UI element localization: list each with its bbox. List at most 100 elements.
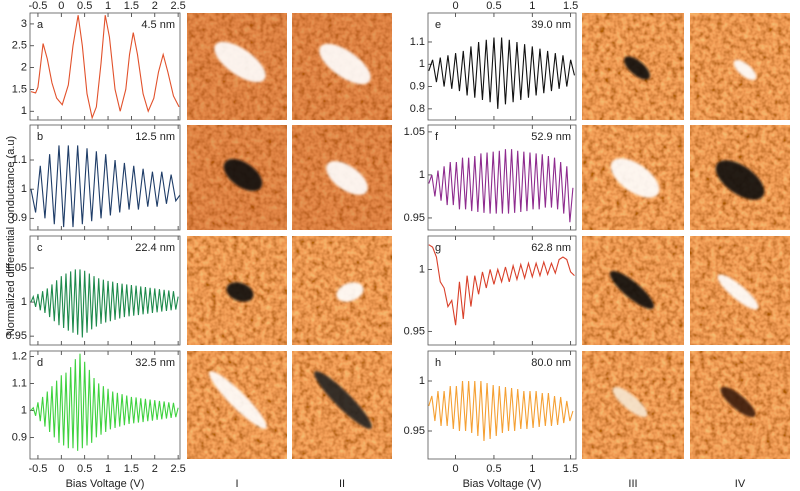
plot-frame xyxy=(29,12,181,121)
x-tick-label: 1 xyxy=(105,0,111,12)
y-tick-label: 3 xyxy=(21,18,27,30)
stm-feature xyxy=(609,270,655,310)
stm-feature xyxy=(717,274,759,310)
panel-annotation: 52.9 nm xyxy=(531,131,571,143)
y-tick-label: 0.95 xyxy=(404,425,425,437)
y-tick-label: 1 xyxy=(21,296,27,308)
data-line xyxy=(30,15,180,120)
plot-background xyxy=(30,13,180,120)
x-tick-label: 1 xyxy=(529,0,535,12)
plot-frame xyxy=(29,124,181,231)
x-tick-label: 2 xyxy=(152,463,158,475)
x-tick-label: 1 xyxy=(105,463,111,475)
y-tick-label: 1.5 xyxy=(12,83,27,95)
y-tick-label: 2.5 xyxy=(12,40,27,52)
x-tick-label: 0 xyxy=(453,0,459,12)
panel-letter: e xyxy=(435,19,441,31)
y-tick-label: 1 xyxy=(419,58,425,70)
x-tick-label: 1.5 xyxy=(563,463,578,475)
panel-letter: g xyxy=(435,242,441,254)
plot-background xyxy=(428,13,576,120)
y-tick-label: 1.05 xyxy=(6,262,27,274)
stm-feature xyxy=(623,56,651,80)
y-tick-label: 1.05 xyxy=(404,126,425,138)
stm-feature xyxy=(226,282,254,302)
y-tick-label: 0.9 xyxy=(12,431,27,443)
plot-frame xyxy=(29,235,181,346)
x-tick-label: -0.5 xyxy=(28,0,47,12)
y-tick-label: 1 xyxy=(419,263,425,275)
y-tick-label: 0.95 xyxy=(6,330,27,342)
x-tick-label: 0 xyxy=(453,463,459,475)
y-tick-label: 0.95 xyxy=(404,325,425,337)
stm-feature xyxy=(336,282,364,302)
panel-annotation: 12.5 nm xyxy=(135,131,175,143)
x-tick-label: 1.5 xyxy=(563,0,578,12)
x-tick-label: 2.5 xyxy=(170,463,185,475)
panel-annotation: 62.8 nm xyxy=(531,242,571,254)
panel-letter: f xyxy=(435,131,439,143)
y-tick-label: 0.9 xyxy=(410,80,425,92)
stm-feature xyxy=(209,371,267,429)
y-tick-label: 0.8 xyxy=(410,103,425,115)
plot-frame xyxy=(427,235,577,346)
data-line xyxy=(30,353,179,451)
y-tick-label: 1.1 xyxy=(12,377,27,389)
y-tick-label: 2 xyxy=(21,61,27,73)
x-tick-label: 1.5 xyxy=(124,463,139,475)
panel-annotation: 4.5 nm xyxy=(141,19,175,31)
stm-feature xyxy=(612,386,648,418)
plot-frame xyxy=(427,350,577,460)
y-tick-label: 0.95 xyxy=(404,212,425,224)
stm-feature xyxy=(223,159,263,191)
image-column-label: IV xyxy=(735,478,746,490)
stm-feature xyxy=(610,158,660,198)
y-axis-label: Normalized differential conductance (a.u… xyxy=(5,136,17,336)
plot-background xyxy=(428,236,576,345)
panel-letter: d xyxy=(37,357,43,369)
plot-background xyxy=(428,351,576,459)
plot-frame xyxy=(29,350,181,460)
x-tick-label: 0.5 xyxy=(486,0,501,12)
x-tick-label: 0 xyxy=(58,0,64,12)
panel-letter: c xyxy=(37,242,43,254)
y-tick-label: 1 xyxy=(21,183,27,195)
y-tick-label: 0.9 xyxy=(12,212,27,224)
data-line xyxy=(30,269,179,338)
data-line xyxy=(428,37,576,109)
panel-annotation: 39.0 nm xyxy=(531,19,571,31)
x-axis-label: Bias Voltage (V) xyxy=(463,478,542,490)
panel-annotation: 22.4 nm xyxy=(135,242,175,254)
x-tick-label: 2 xyxy=(152,0,158,12)
panel-letter: b xyxy=(37,131,43,143)
x-tick-label: -0.5 xyxy=(28,463,47,475)
stm-feature xyxy=(733,59,757,81)
data-line xyxy=(30,145,180,228)
x-tick-label: 0.5 xyxy=(77,0,92,12)
image-column-label: I xyxy=(235,478,238,490)
plot-frame xyxy=(427,12,577,121)
x-tick-label: 0.5 xyxy=(77,463,92,475)
stm-feature xyxy=(214,41,266,83)
panel-letter: h xyxy=(435,357,441,369)
data-line xyxy=(428,380,574,442)
x-tick-label: 2.5 xyxy=(170,0,185,12)
panel-annotation: 80.0 nm xyxy=(531,357,571,369)
x-tick-label: 1 xyxy=(529,463,535,475)
panel-annotation: 32.5 nm xyxy=(135,357,175,369)
stm-feature xyxy=(715,160,765,200)
image-column-label: III xyxy=(628,478,637,490)
stm-feature xyxy=(314,371,372,429)
panel-letter: a xyxy=(37,19,44,31)
x-tick-label: 0.5 xyxy=(486,463,501,475)
stm-feature xyxy=(720,386,756,418)
image-column-label: II xyxy=(339,478,345,490)
y-tick-label: 1.2 xyxy=(12,350,27,362)
x-tick-label: 0 xyxy=(58,463,64,475)
y-tick-label: 1 xyxy=(419,375,425,387)
data-line xyxy=(428,244,575,326)
stm-feature xyxy=(319,43,371,85)
y-tick-label: 1.1 xyxy=(12,154,27,166)
